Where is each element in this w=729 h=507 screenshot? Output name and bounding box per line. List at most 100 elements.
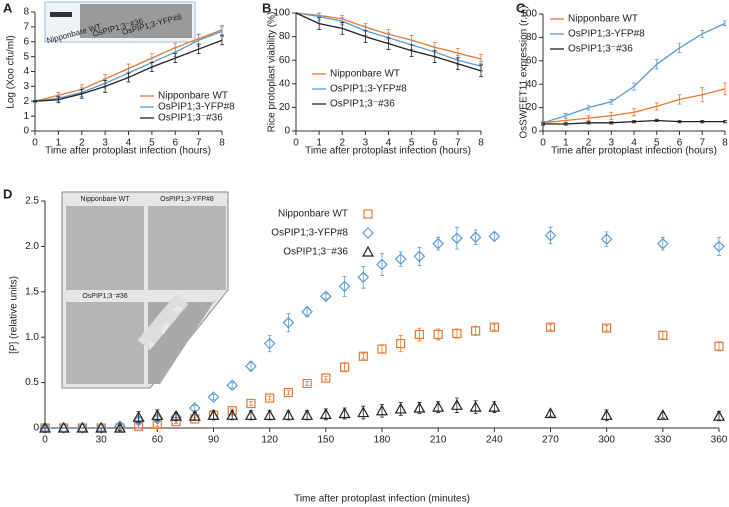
panel-letter: C <box>516 0 526 15</box>
x-tick-label: 150 <box>317 435 334 446</box>
error-bar <box>286 313 291 333</box>
point <box>714 341 724 351</box>
error-bar <box>700 120 705 124</box>
point <box>226 379 239 392</box>
panel-letter: B <box>262 0 271 15</box>
y-tick-label: 40 <box>526 79 538 90</box>
point <box>39 422 51 434</box>
error-bar <box>548 324 553 331</box>
point <box>358 351 368 361</box>
point <box>396 338 406 349</box>
point <box>246 398 256 409</box>
point <box>451 232 463 245</box>
x-tick-label: 6 <box>172 138 178 149</box>
point <box>339 362 350 372</box>
error-bar <box>248 401 253 406</box>
point <box>38 421 52 433</box>
error-bar <box>380 344 384 354</box>
y-tick-label: 0.5 <box>25 377 39 388</box>
error-bar <box>632 108 636 117</box>
error-bar <box>604 324 609 332</box>
error-bar <box>660 331 665 340</box>
error-bar <box>586 104 591 111</box>
x-tick-label: 4 <box>386 138 392 149</box>
error-bar <box>654 59 659 70</box>
point <box>57 422 70 434</box>
x-tick-label: 8 <box>478 138 484 149</box>
y-tick-label: 80 <box>526 32 538 43</box>
point <box>170 409 183 421</box>
point <box>76 422 89 434</box>
point <box>207 391 220 403</box>
inset-photo <box>148 206 226 290</box>
error-bar <box>323 375 328 381</box>
y-axis-label: OsSWEET11 expression (r.u.) <box>519 5 530 138</box>
x-axis-label: Time after protoplast infection (minutes… <box>294 494 470 505</box>
inset-photo <box>80 4 192 38</box>
error-bar <box>586 121 591 125</box>
x-tick-label: 0 <box>32 138 38 149</box>
legend-label: OsPIP1;3-YFP#8 <box>271 228 348 239</box>
point <box>226 409 239 420</box>
y-tick-label: 20 <box>279 102 291 113</box>
point <box>263 337 276 350</box>
x-tick-label: 1 <box>56 138 62 149</box>
error-bar <box>717 341 721 352</box>
x-tick-label: 5 <box>409 138 415 149</box>
inset-label: OsPIP1;3⁻#36 <box>82 293 127 300</box>
point <box>413 401 426 413</box>
x-tick-label: 4 <box>631 138 637 149</box>
scale-bar-box <box>137 293 189 351</box>
error-bar <box>654 102 659 111</box>
point <box>357 406 370 418</box>
y-tick-label: 1 <box>23 111 29 122</box>
y-tick-label: 80 <box>279 31 291 42</box>
error-bar <box>230 382 235 389</box>
point <box>207 409 220 420</box>
y-tick-label: 6 <box>23 36 29 47</box>
legend-marker <box>362 227 374 239</box>
point <box>132 410 145 422</box>
y-tick-label: 0 <box>284 126 290 137</box>
x-tick-label: 8 <box>219 138 225 149</box>
y-tick-label: 0 <box>23 126 29 137</box>
point <box>95 421 108 433</box>
error-bar <box>473 325 478 336</box>
point <box>319 290 332 303</box>
error-bar <box>492 324 497 331</box>
legend-marker <box>361 245 375 257</box>
x-tick-label: 120 <box>261 435 278 446</box>
point <box>432 400 445 412</box>
x-tick-label: 180 <box>374 435 391 446</box>
x-tick-label: 7 <box>699 138 705 149</box>
error-bar <box>317 17 322 30</box>
legend-label: Nipponbare WT <box>278 209 348 220</box>
y-tick-label: 8 <box>23 7 29 18</box>
y-tick-label: 100 <box>273 8 290 19</box>
x-tick-label: 270 <box>542 435 559 446</box>
point <box>301 409 314 420</box>
point <box>338 407 351 419</box>
error-bar <box>196 44 201 55</box>
point <box>263 409 276 420</box>
error-bar <box>361 353 366 360</box>
x-tick-label: 7 <box>196 138 202 149</box>
error-bar <box>211 394 216 401</box>
point <box>658 330 668 340</box>
point <box>245 360 257 373</box>
point <box>433 329 443 340</box>
point <box>488 400 501 412</box>
legend-label: OsPIP1;3⁻#36 <box>283 247 348 258</box>
point <box>469 400 482 412</box>
error-bar <box>340 22 345 35</box>
error-bar <box>323 293 328 300</box>
error-bar <box>342 362 347 373</box>
point <box>95 422 108 434</box>
error-bar <box>305 381 310 386</box>
inset-photo <box>66 206 144 290</box>
error-bar <box>700 29 705 38</box>
point <box>375 404 389 416</box>
error-bar <box>454 328 459 339</box>
y-axis-label: Rice protoplast viability (%) <box>267 12 278 133</box>
x-tick-label: 0 <box>540 138 546 149</box>
